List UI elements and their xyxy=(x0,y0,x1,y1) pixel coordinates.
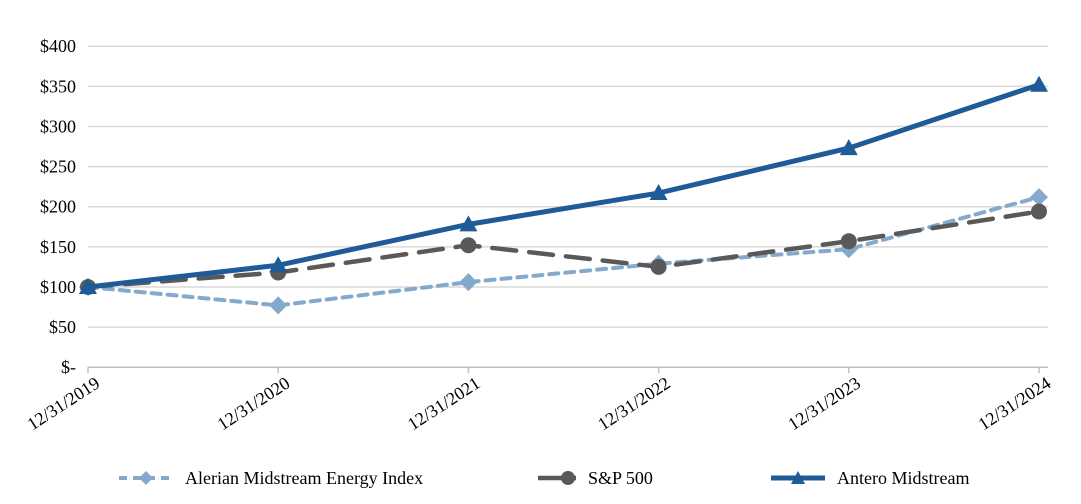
x-axis-labels: 12/31/2019 12/31/2020 12/31/2021 12/31/2022… xyxy=(24,373,1055,434)
alerian-line-swatch xyxy=(119,471,173,485)
y-tick-label: $400 xyxy=(40,36,76,56)
y-axis-labels: $- $50 $100 $150 $200 $250 $300 $350 $400 xyxy=(40,36,76,377)
y-tick-label: $150 xyxy=(40,237,76,257)
y-tick-label: $- xyxy=(61,357,76,377)
x-tick-label: 12/31/2020 xyxy=(214,373,294,434)
sp500-line-swatch xyxy=(538,471,576,485)
series-s-p-500 xyxy=(80,203,1047,295)
legend-label-alerian: Alerian Midstream Energy Index xyxy=(185,468,424,488)
legend-item-antero: Antero Midstream xyxy=(770,463,969,493)
legend-label-antero: Antero Midstream xyxy=(837,468,970,488)
gridlines xyxy=(88,45,1048,328)
legend-item-sp500: S&P 500 xyxy=(537,463,653,493)
x-tick-label: 12/31/2023 xyxy=(784,373,864,434)
x-tick-label: 12/31/2022 xyxy=(594,373,674,434)
x-tick-label: 12/31/2019 xyxy=(24,373,104,434)
y-tick-label: $350 xyxy=(40,76,76,96)
x-axis xyxy=(87,366,1048,374)
y-tick-label: $100 xyxy=(40,277,76,297)
y-tick-label: $50 xyxy=(49,317,76,337)
y-tick-label: $200 xyxy=(40,197,76,217)
antero-line-swatch xyxy=(771,471,825,484)
x-tick-label: 12/31/2024 xyxy=(975,373,1055,434)
series-antero-midstream xyxy=(79,75,1048,294)
y-tick-label: $250 xyxy=(40,157,76,177)
y-tick-label: $300 xyxy=(40,116,76,136)
x-tick-label: 12/31/2021 xyxy=(404,373,484,434)
chart-legend: Alerian Midstream Energy Index S&P 500 A… xyxy=(0,463,1081,493)
legend-label-sp500: S&P 500 xyxy=(588,468,653,488)
legend-item-alerian: Alerian Midstream Energy Index xyxy=(118,463,423,493)
